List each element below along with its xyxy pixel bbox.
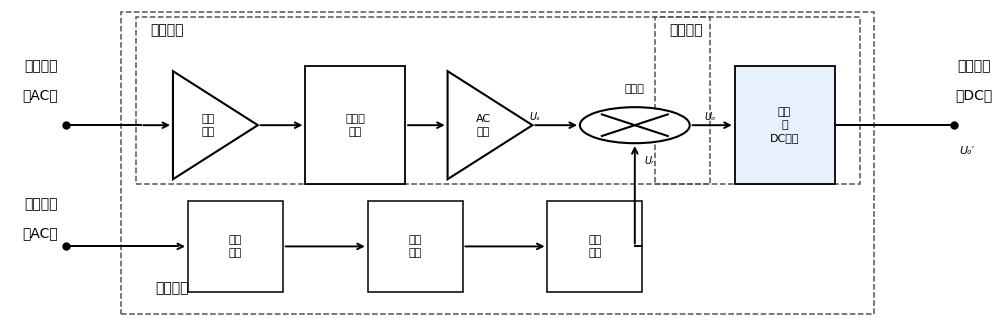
Bar [305, 66, 405, 184]
Bar [368, 201, 463, 292]
Polygon shape [173, 71, 258, 179]
Bar [188, 201, 283, 292]
Bar [547, 201, 642, 292]
Text: Uᵣ: Uᵣ [645, 156, 654, 166]
Text: 方波
驱动: 方波 驱动 [588, 235, 601, 258]
Bar [121, 12, 874, 314]
Bar [655, 17, 860, 184]
Text: 参考信号: 参考信号 [24, 197, 57, 211]
Circle shape [580, 107, 690, 143]
Text: 滤波与
衰减: 滤波与 衰减 [345, 114, 365, 137]
Text: 触发
电路: 触发 电路 [229, 235, 242, 258]
Text: Uₒ′: Uₒ′ [959, 146, 975, 156]
Text: （DC）: （DC） [956, 89, 993, 103]
Bar [735, 66, 835, 184]
Text: 相敏检波: 相敏检波 [670, 24, 703, 38]
Text: 前置
放大: 前置 放大 [202, 114, 215, 137]
Text: 输出信号: 输出信号 [958, 59, 991, 73]
Bar [136, 17, 710, 184]
Text: 积分
与
DC放大: 积分 与 DC放大 [770, 107, 799, 143]
Text: （AC）: （AC） [23, 226, 59, 240]
Text: Uₒ: Uₒ [705, 112, 716, 122]
Text: AC
放大: AC 放大 [476, 114, 491, 137]
Text: （AC）: （AC） [23, 89, 59, 103]
Text: 乘法器: 乘法器 [625, 84, 645, 94]
Text: 参考通道: 参考通道 [155, 282, 189, 295]
Text: 相移
电路: 相移 电路 [408, 235, 422, 258]
Text: Uₛ: Uₛ [529, 112, 540, 122]
Polygon shape [448, 71, 532, 179]
Text: 输入信号: 输入信号 [24, 59, 57, 73]
Text: 信号通道: 信号通道 [150, 24, 184, 38]
